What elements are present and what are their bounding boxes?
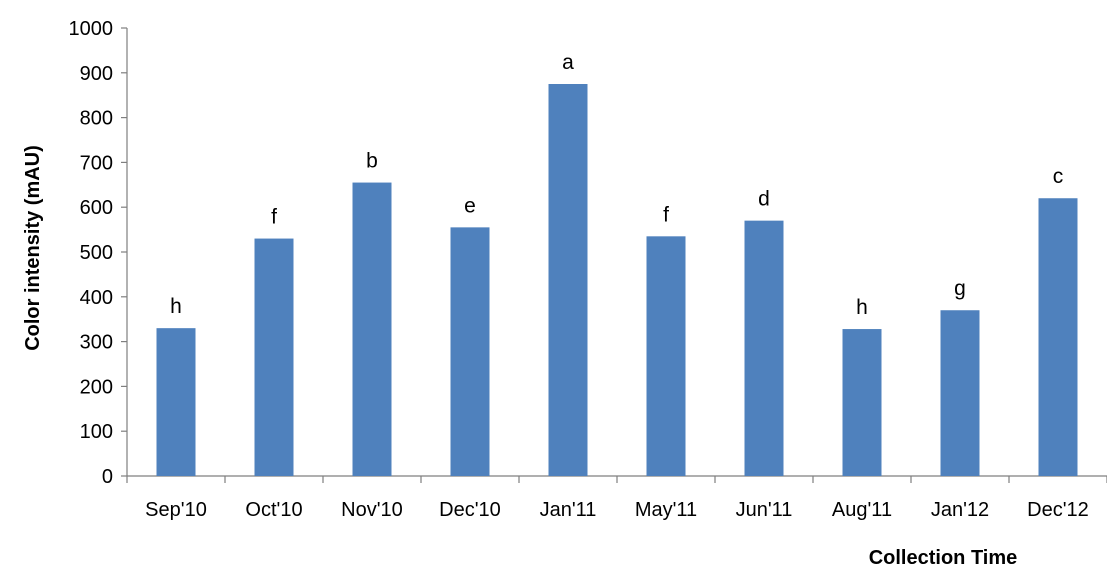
x-tick-label: Jan'11 [540, 499, 597, 521]
data-label: f [271, 206, 277, 229]
data-label: f [663, 203, 669, 226]
data-labels: h f b e a f d h g c [170, 51, 1063, 319]
bars [156, 84, 1078, 477]
y-tick-label: 1000 [69, 18, 114, 40]
y-tick-label: 800 [80, 108, 113, 130]
x-tick-label: Dec'10 [439, 499, 501, 521]
y-tick-label: 400 [80, 287, 113, 309]
y-tick-label: 600 [80, 197, 113, 219]
bar [156, 328, 196, 476]
y-tick-label: 700 [80, 152, 113, 174]
data-label: h [856, 296, 868, 319]
x-tick-label: Oct'10 [245, 499, 302, 521]
y-axis: 0 100 200 300 400 500 600 700 800 900 1000 [69, 18, 128, 488]
data-label: b [366, 150, 378, 173]
x-axis: Sep'10 Oct'10 Nov'10 Dec'10 Jan'11 May'11 Jun'… [126, 475, 1107, 521]
x-tick-label: Dec'12 [1027, 499, 1089, 521]
y-tick-label: 100 [80, 421, 113, 443]
bar [646, 236, 686, 476]
y-tick-label: 500 [80, 242, 113, 264]
y-tick-label: 0 [102, 466, 113, 488]
bar [450, 227, 490, 476]
x-tick-label: Sep'10 [145, 499, 207, 521]
data-label: a [562, 51, 574, 74]
bar [940, 310, 980, 476]
y-axis-title: Color intensity (mAU) [22, 145, 44, 351]
y-tick-label: 200 [80, 376, 113, 398]
data-label: c [1053, 165, 1064, 188]
x-tick-label: Aug'11 [832, 499, 892, 521]
bar [352, 182, 392, 476]
y-tick-label: 900 [80, 63, 113, 85]
bar [842, 329, 882, 476]
x-tick-label: Jan'12 [931, 499, 989, 521]
data-label: e [464, 194, 476, 217]
x-tick-label: Jun'11 [736, 499, 793, 521]
y-tick-label: 300 [80, 332, 113, 354]
bar [1038, 198, 1078, 477]
x-axis-title: Collection Time [869, 547, 1018, 569]
data-label: d [758, 188, 770, 211]
data-label: h [170, 295, 182, 318]
bar [254, 238, 294, 476]
x-tick-label: May'11 [635, 499, 697, 521]
bar [548, 84, 588, 476]
x-tick-label: Nov'10 [341, 499, 403, 521]
data-label: g [954, 277, 966, 300]
bar [744, 220, 784, 476]
